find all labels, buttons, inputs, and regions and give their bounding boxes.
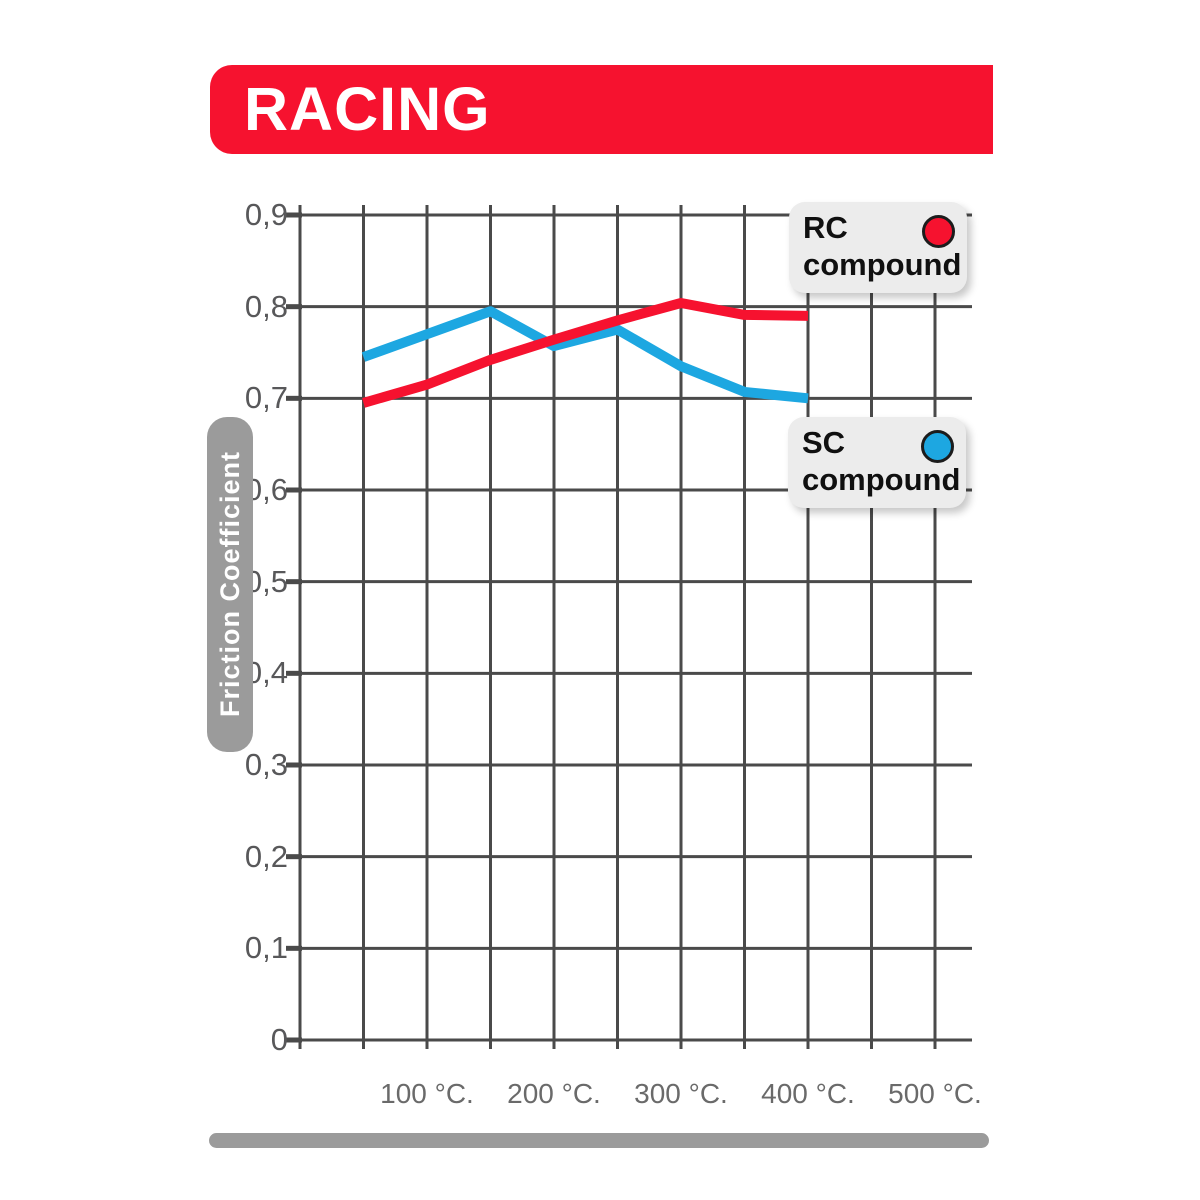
x-tick-label: 500 °C. [888,1078,982,1109]
legend-sc-compound: SC compound [788,417,966,508]
racing-banner: RACING [210,65,993,154]
y-tick-label: 0,1 [244,930,288,965]
sc-color-dot [921,430,954,463]
y-tick-label: 0,2 [244,839,288,874]
y-tick-label: 0,7 [244,380,288,415]
legend-rc-label: RC compound [803,210,962,282]
y-axis-title-badge: Friction Coefficient [207,417,253,752]
y-tick-label: 0,3 [244,747,288,782]
banner-title: RACING [244,75,491,143]
y-tick-label: 0,9 [244,197,288,232]
y-axis-title: Friction Coefficient [214,451,245,718]
x-tick-label: 200 °C. [507,1078,601,1109]
x-tick-label: 400 °C. [761,1078,855,1109]
bottom-divider-bar [209,1133,989,1148]
y-tick-label: 0,8 [244,289,288,324]
legend-rc-compound: RC compound [789,202,967,293]
legend-sc-label: SC compound [802,425,961,497]
x-tick-label: 100 °C. [380,1078,474,1109]
rc-color-dot [922,215,955,248]
x-tick-label: 300 °C. [634,1078,728,1109]
sc-compound-line [361,306,809,404]
y-tick-label: 0 [270,1022,288,1057]
rc-compound-line [362,298,809,408]
